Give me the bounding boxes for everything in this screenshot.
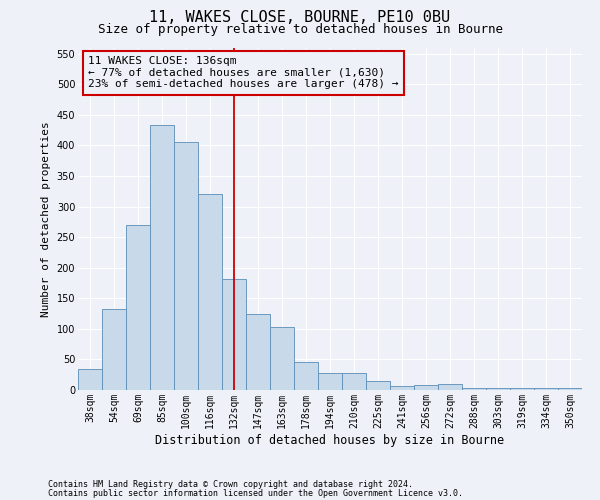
Bar xyxy=(150,125,174,390)
Bar xyxy=(222,278,246,390)
Bar xyxy=(510,388,534,390)
Bar xyxy=(438,384,462,390)
Bar xyxy=(462,388,486,390)
Bar xyxy=(174,142,198,390)
Bar xyxy=(126,225,150,390)
Bar xyxy=(414,385,438,390)
Bar xyxy=(486,388,510,390)
Bar xyxy=(318,373,342,390)
Bar xyxy=(342,373,366,390)
Bar xyxy=(390,386,414,390)
Bar xyxy=(246,314,270,390)
Text: 11 WAKES CLOSE: 136sqm
← 77% of detached houses are smaller (1,630)
23% of semi-: 11 WAKES CLOSE: 136sqm ← 77% of detached… xyxy=(88,56,398,90)
Bar xyxy=(558,388,582,390)
Bar xyxy=(78,368,102,390)
Bar xyxy=(270,327,294,390)
Text: 11, WAKES CLOSE, BOURNE, PE10 0BU: 11, WAKES CLOSE, BOURNE, PE10 0BU xyxy=(149,10,451,25)
Bar xyxy=(198,194,222,390)
Text: Contains public sector information licensed under the Open Government Licence v3: Contains public sector information licen… xyxy=(48,489,463,498)
Bar xyxy=(534,388,558,390)
Bar xyxy=(366,381,390,390)
Bar xyxy=(294,362,318,390)
Bar xyxy=(102,308,126,390)
Y-axis label: Number of detached properties: Number of detached properties xyxy=(41,121,51,316)
X-axis label: Distribution of detached houses by size in Bourne: Distribution of detached houses by size … xyxy=(155,434,505,446)
Text: Size of property relative to detached houses in Bourne: Size of property relative to detached ho… xyxy=(97,22,503,36)
Text: Contains HM Land Registry data © Crown copyright and database right 2024.: Contains HM Land Registry data © Crown c… xyxy=(48,480,413,489)
